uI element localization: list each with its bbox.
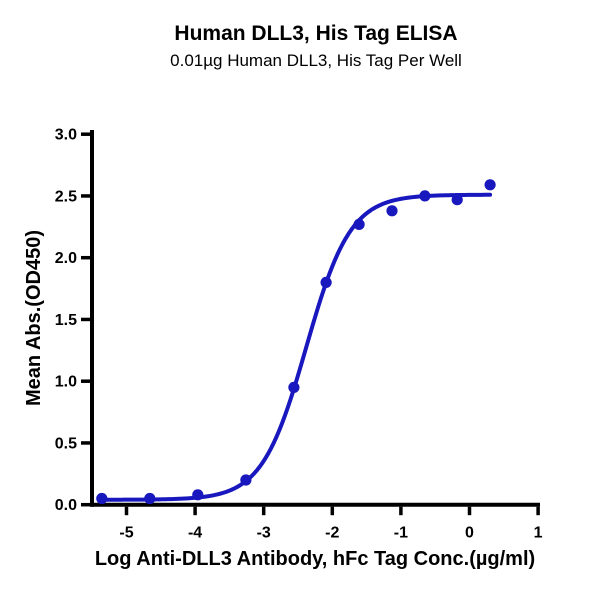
y-tick-label: 2.5 <box>55 188 77 205</box>
data-point <box>144 492 156 505</box>
axes: 0.0 0.5 1.0 1.5 2.0 2.5 3.0 -5 -4 -3 -2 -1 0 1 <box>55 127 543 542</box>
x-tick-label: -2 <box>325 525 339 542</box>
axis-labels: Log Anti-DLL3 Antibody, hFc Tag Conc.(µg… <box>23 230 535 570</box>
x-tick-label: -4 <box>188 525 202 542</box>
x-tick-label: -1 <box>394 525 408 542</box>
y-tick-label: 0.0 <box>55 497 77 514</box>
y-tick-label: 3.0 <box>55 127 77 144</box>
data-point <box>320 276 332 288</box>
x-tick-label: -3 <box>257 525 271 542</box>
data-point <box>288 381 300 393</box>
y-tick-label: 2.0 <box>55 250 77 267</box>
data-point <box>386 205 398 217</box>
data-point <box>192 489 204 501</box>
fit-curve <box>99 192 493 502</box>
y-tick-label: 1.5 <box>55 312 77 329</box>
y-tick-label: 1.0 <box>55 374 77 391</box>
chart-title: Human DLL3, His Tag ELISA <box>174 22 458 45</box>
x-axis-title: Log Anti-DLL3 Antibody, hFc Tag Conc.(µg… <box>95 548 535 570</box>
x-tick-label: 1 <box>534 525 543 542</box>
data-points <box>96 179 496 505</box>
data-point <box>96 492 108 505</box>
y-tick-label: 0.5 <box>55 435 77 452</box>
data-point <box>353 218 365 230</box>
chart-subtitle: 0.01µg Human DLL3, His Tag Per Well <box>170 51 462 71</box>
x-tick-label: -5 <box>119 525 133 542</box>
chart-header: Human DLL3, His Tag ELISA 0.01µg Human D… <box>32 22 600 71</box>
data-point <box>240 474 252 486</box>
data-point <box>451 194 463 206</box>
y-axis-title: Mean Abs.(OD450) <box>23 230 45 406</box>
x-tick-label: 0 <box>465 525 474 542</box>
data-point <box>419 190 431 202</box>
data-point <box>484 179 496 191</box>
sigmoid-curve <box>99 192 493 502</box>
